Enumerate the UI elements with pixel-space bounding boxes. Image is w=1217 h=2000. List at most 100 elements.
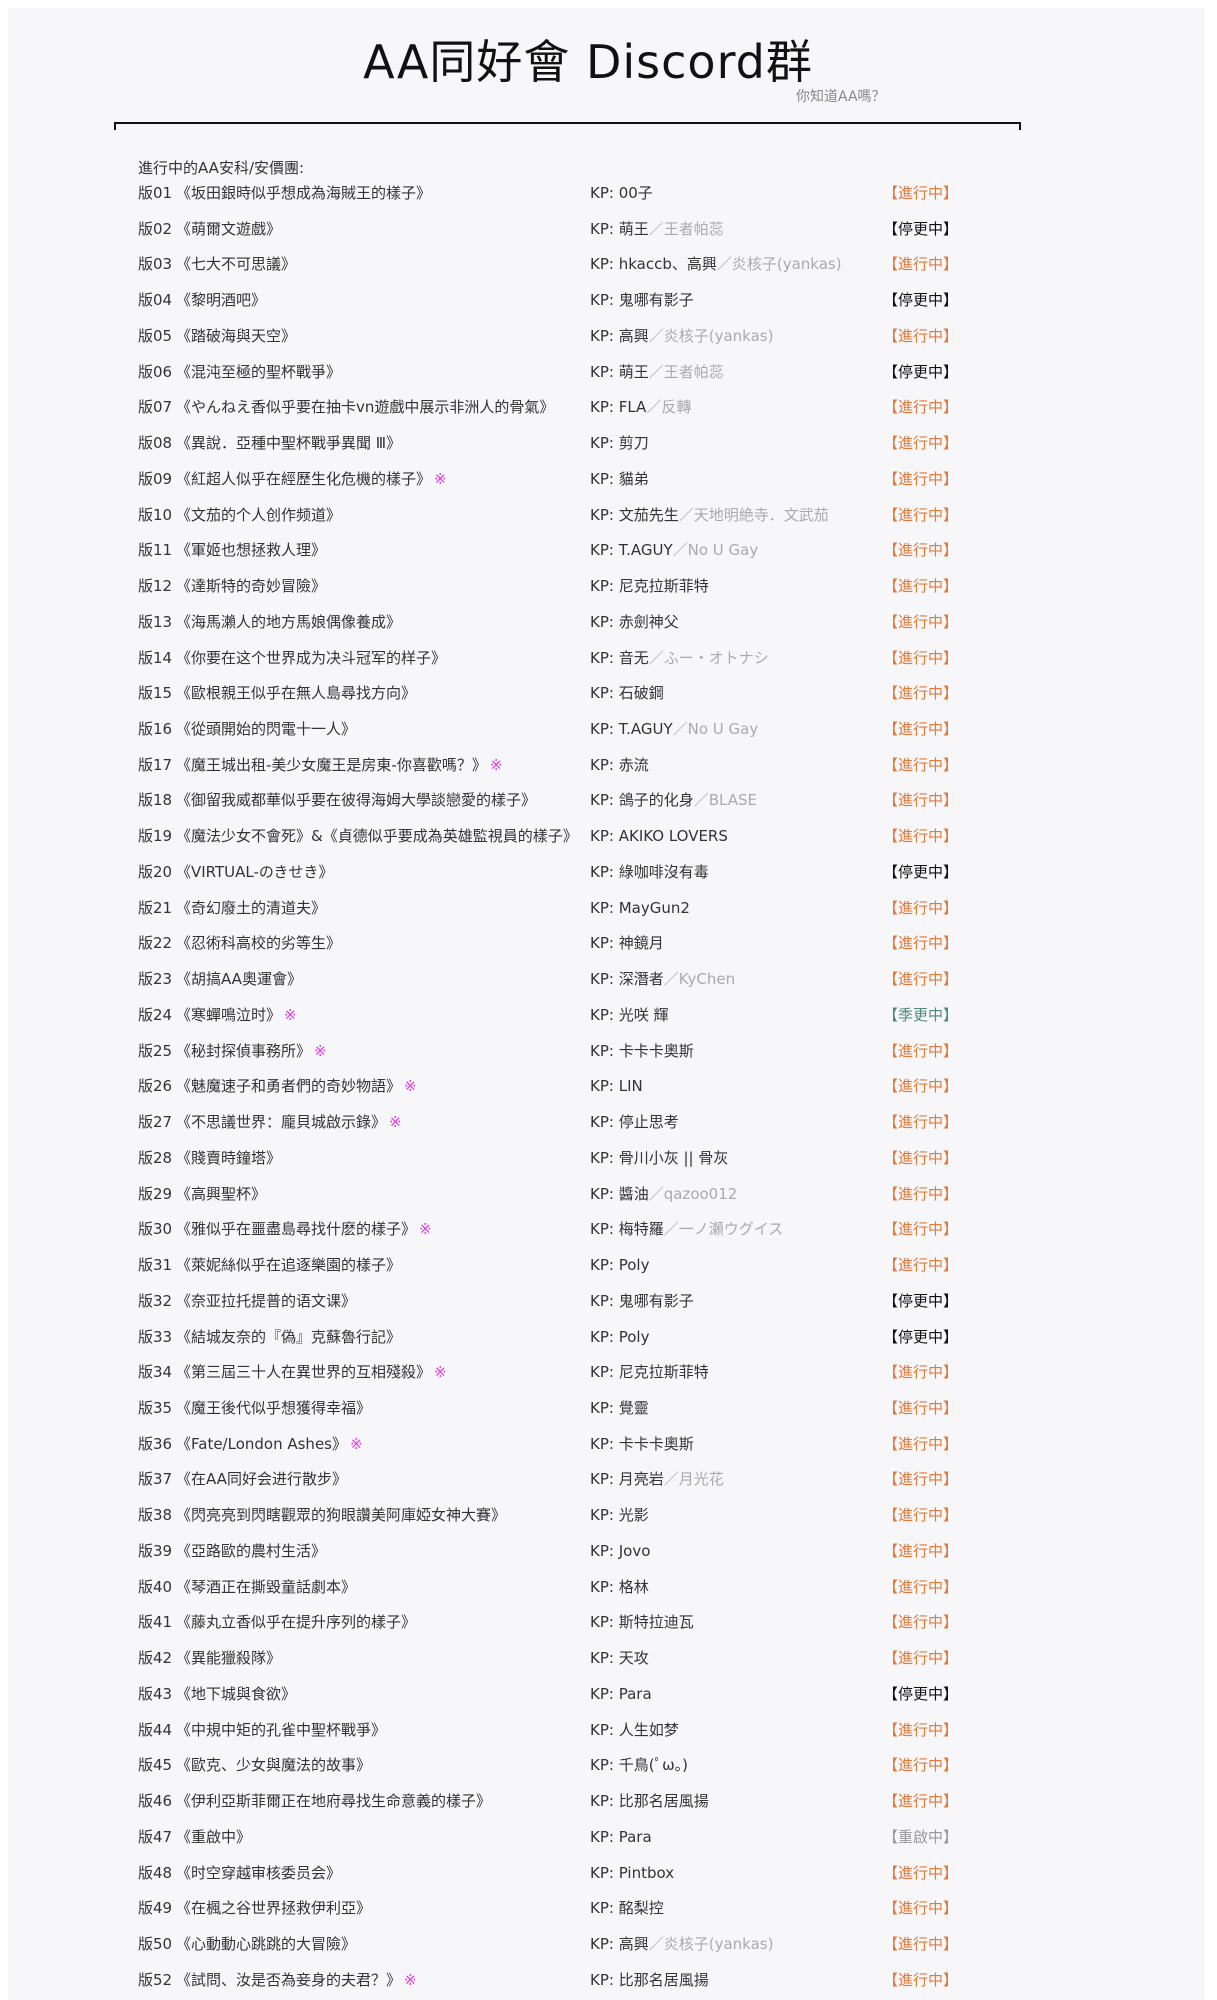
board-title[interactable]: 《VIRTUAL-のきせき》 [176,855,333,891]
list-item[interactable]: 版30 《雅似乎在噩盡島尋找什麽的樣子》 ※ KP: 梅特羅／一ノ瀬ウグイス 【進行中】 [138,1212,968,1248]
board-title[interactable]: 《海馬瀨人的地方馬娘偶像養成》 [176,605,401,641]
board-title[interactable]: 《奇幻廢土的清道夫》 [176,891,326,927]
list-item[interactable]: 版18 《御留我威都華似乎要在彼得海姆大學談戀愛的樣子》 KP: 鴿子的化身／BLA… [138,783,968,819]
board-title[interactable]: 《重啟中》 [176,1820,251,1856]
list-item[interactable]: 版04 《黎明酒吧》 KP: 鬼哪有影子 【停更中】 [138,283,968,319]
list-item[interactable]: 版35 《魔王後代似乎想獲得幸福》 KP: 覺靈 【進行中】 [138,1391,968,1427]
list-item[interactable]: 版46 《伊利亞斯菲爾正在地府尋找生命意義的樣子》 KP: 比那名居風揚 【進行中】 [138,1784,968,1820]
list-item[interactable]: 版33 《結城友奈的『偽』克蘇魯行記》 KP: Poly 【停更中】 [138,1320,968,1356]
board-title[interactable]: 《魔王城出租-美少女魔王是房東-你喜歡嗎？》 ※ [176,748,502,784]
list-item[interactable]: 版20 《VIRTUAL-のきせき》 KP: 綠咖啡沒有毒 【停更中】 [138,855,968,891]
board-title[interactable]: 《黎明酒吧》 [176,283,266,319]
board-title[interactable]: 《異能獵殺隊》 [176,1641,281,1677]
board-title[interactable]: 《賤賣時鐘塔》 [176,1141,281,1177]
board-title[interactable]: 《时空穿越审核委员会》 [176,1856,341,1892]
board-title[interactable]: 《Fate/London Ashes》 ※ [176,1427,363,1463]
list-item[interactable]: 版39 《亞路歐的農村生活》 KP: Jovo 【進行中】 [138,1534,968,1570]
list-item[interactable]: 版15 《歐根親王似乎在無人島尋找方向》 KP: 石破鋼 【進行中】 [138,676,968,712]
board-title[interactable]: 《七大不可思議》 [176,247,296,283]
list-item[interactable]: 版32 《奈亚拉托提普的语文课》 KP: 鬼哪有影子 【停更中】 [138,1284,968,1320]
list-item[interactable]: 版43 《地下城與食欲》 KP: Para 【停更中】 [138,1677,968,1713]
board-title[interactable]: 《魔法少女不會死》&《貞德似乎要成為英雄監視員的樣子》 [176,819,578,855]
list-item[interactable]: 版29 《高興聖杯》 KP: 醬油／qazoo012 【進行中】 [138,1177,968,1213]
board-title[interactable]: 《藤丸立香似乎在提升序列的樣子》 [176,1605,416,1641]
list-item[interactable]: 版26 《魅魔速子和勇者們的奇妙物語》 ※ KP: LIN 【進行中】 [138,1069,968,1105]
board-title[interactable]: 《忍術科高校的劣等生》 [176,926,341,962]
board-title[interactable]: 《歐克、少女與魔法的故事》 [176,1748,371,1784]
board-title[interactable]: 《亞路歐的農村生活》 [176,1534,326,1570]
list-item[interactable]: 版23 《胡搞AA奧運會》 KP: 深潛者／KyChen 【進行中】 [138,962,968,998]
list-item[interactable]: 版47 《重啟中》 KP: Para 【重啟中】 [138,1820,968,1856]
list-item[interactable]: 版44 《中規中矩的孔雀中聖杯戰爭》 KP: 人生如梦 【進行中】 [138,1713,968,1749]
list-item[interactable]: 版36 《Fate/London Ashes》 ※ KP: 卡卡卡奧斯 【進行中】 [138,1427,968,1463]
list-item[interactable]: 版12 《達斯特的奇妙冒險》 KP: 尼克拉斯菲特 【進行中】 [138,569,968,605]
list-item[interactable]: 版48 《时空穿越审核委员会》 KP: Pintbox 【進行中】 [138,1856,968,1892]
board-title[interactable]: 《奈亚拉托提普的语文课》 [176,1284,356,1320]
board-title[interactable]: 《歐根親王似乎在無人島尋找方向》 [176,676,416,712]
list-item[interactable]: 版19 《魔法少女不會死》&《貞德似乎要成為英雄監視員的樣子》 KP: AKIKO … [138,819,968,855]
list-item[interactable]: 版07 《やんねえ香似乎要在抽卡vn遊戲中展示非洲人的骨氣》 KP: FLA／反轉 【… [138,390,968,426]
list-item[interactable]: 版27 《不思議世界：龐貝城啟示錄》 ※ KP: 停止思考 【進行中】 [138,1105,968,1141]
list-item[interactable]: 版50 《心動動心跳跳的大冒險》 KP: 高興／炎核子(yankas) 【進行中】 [138,1927,968,1963]
list-item[interactable]: 版02 《萌爾文遊戲》 KP: 萌王／王者帕蕊 【停更中】 [138,212,968,248]
board-title[interactable]: 《胡搞AA奧運會》 [176,962,302,998]
list-item[interactable]: 版17 《魔王城出租-美少女魔王是房東-你喜歡嗎？》 ※ KP: 赤流 【進行中】 [138,748,968,784]
list-item[interactable]: 版22 《忍術科高校的劣等生》 KP: 神鏡月 【進行中】 [138,926,968,962]
board-title[interactable]: 《寒蟬鳴泣时》 ※ [176,998,297,1034]
list-item[interactable]: 版28 《賤賣時鐘塔》 KP: 骨川小灰 || 骨灰 【進行中】 [138,1141,968,1177]
list-item[interactable]: 版01 《坂田銀時似乎想成為海賊王的樣子》 KP: 00子 【進行中】 [138,176,968,212]
list-item[interactable]: 版06 《混沌至極的聖杯戰爭》 KP: 萌王／王者帕蕊 【停更中】 [138,355,968,391]
list-item[interactable]: 版24 《寒蟬鳴泣时》 ※ KP: 光咲 輝 【季更中】 [138,998,968,1034]
board-title[interactable]: 《異說．亞種中聖杯戰爭異聞 Ⅲ》 [176,426,401,462]
board-title[interactable]: 《雅似乎在噩盡島尋找什麽的樣子》 ※ [176,1212,432,1248]
board-title[interactable]: 《達斯特的奇妙冒險》 [176,569,326,605]
list-item[interactable]: 版25 《秘封探偵事務所》 ※ KP: 卡卡卡奧斯 【進行中】 [138,1034,968,1070]
board-title[interactable]: 《在楓之谷世界拯救伊利亞》 [176,1891,371,1927]
list-item[interactable]: 版34 《第三屆三十人在異世界的互相殘殺》 ※ KP: 尼克拉斯菲特 【進行中】 [138,1355,968,1391]
list-item[interactable]: 版40 《琴酒正在撕毀童話劇本》 KP: 格林 【進行中】 [138,1570,968,1606]
list-item[interactable]: 版21 《奇幻廢土的清道夫》 KP: MayGun2 【進行中】 [138,891,968,927]
board-title[interactable]: 《高興聖杯》 [176,1177,266,1213]
board-title[interactable]: 《試問、汝是否為妾身的夫君？》 ※ [176,1963,417,1999]
board-title[interactable]: 《踏破海與天空》 [176,319,296,355]
board-title[interactable]: 《結城友奈的『偽』克蘇魯行記》 [176,1320,401,1356]
list-item[interactable]: 版37 《在AA同好会进行散步》 KP: 月亮岩／月光花 【進行中】 [138,1462,968,1498]
board-title[interactable]: 《你要在这个世界成为决斗冠军的样子》 [176,641,446,677]
board-title[interactable]: 《御留我威都華似乎要在彼得海姆大學談戀愛的樣子》 [176,783,536,819]
board-title[interactable]: 《軍姬也想拯救人理》 [176,533,326,569]
board-title[interactable]: 《琴酒正在撕毀童話劇本》 [176,1570,356,1606]
list-item[interactable]: 版11 《軍姬也想拯救人理》 KP: T.AGUY／No U Gay 【進行中】 [138,533,968,569]
board-title[interactable]: 《地下城與食欲》 [176,1677,296,1713]
board-title[interactable]: 《不思議世界：龐貝城啟示錄》 ※ [176,1105,402,1141]
list-item[interactable]: 版45 《歐克、少女與魔法的故事》 KP: 千鳥(ﾟω。) 【進行中】 [138,1748,968,1784]
list-item[interactable]: 版42 《異能獵殺隊》 KP: 天攻 【進行中】 [138,1641,968,1677]
board-title[interactable]: 《秘封探偵事務所》 ※ [176,1034,327,1070]
board-title[interactable]: 《從頭開始的閃電十一人》 [176,712,356,748]
board-title[interactable]: 《紅超人似乎在經歷生化危機的樣子》 ※ [176,462,447,498]
list-item[interactable]: 版41 《藤丸立香似乎在提升序列的樣子》 KP: 斯特拉迪瓦 【進行中】 [138,1605,968,1641]
list-item[interactable]: 版13 《海馬瀨人的地方馬娘偶像養成》 KP: 赤劍神父 【進行中】 [138,605,968,641]
board-title[interactable]: 《魔王後代似乎想獲得幸福》 [176,1391,371,1427]
board-title[interactable]: 《坂田銀時似乎想成為海賊王的樣子》 [176,176,431,212]
list-item[interactable]: 版49 《在楓之谷世界拯救伊利亞》 KP: 酩梨控 【進行中】 [138,1891,968,1927]
list-item[interactable]: 版38 《閃亮亮到閃瞎觀眾的狗眼讚美阿庫婭女神大賽》 KP: 光影 【進行中】 [138,1498,968,1534]
board-title[interactable]: 《第三屆三十人在異世界的互相殘殺》 ※ [176,1355,447,1391]
board-title[interactable]: 《在AA同好会进行散步》 [176,1462,347,1498]
board-title[interactable]: 《混沌至極的聖杯戰爭》 [176,355,341,391]
list-item[interactable]: 版16 《從頭開始的閃電十一人》 KP: T.AGUY／No U Gay 【進行中】 [138,712,968,748]
board-title[interactable]: 《やんねえ香似乎要在抽卡vn遊戲中展示非洲人的骨氣》 [176,390,554,426]
board-title[interactable]: 《中規中矩的孔雀中聖杯戰爭》 [176,1713,386,1749]
list-item[interactable]: 版14 《你要在这个世界成为决斗冠军的样子》 KP: 音无／ふー・オトナシ 【進行中】 [138,641,968,677]
list-item[interactable]: 版09 《紅超人似乎在經歷生化危機的樣子》 ※ KP: 貓弟 【進行中】 [138,462,968,498]
list-item[interactable]: 版31 《萊妮絲似乎在追逐樂園的樣子》 KP: Poly 【進行中】 [138,1248,968,1284]
board-title[interactable]: 《伊利亞斯菲爾正在地府尋找生命意義的樣子》 [176,1784,491,1820]
list-item[interactable]: 版05 《踏破海與天空》 KP: 高興／炎核子(yankas) 【進行中】 [138,319,968,355]
board-title[interactable]: 《萌爾文遊戲》 [176,212,281,248]
board-title[interactable]: 《文茄的个人创作频道》 [176,498,341,534]
board-title[interactable]: 《閃亮亮到閃瞎觀眾的狗眼讚美阿庫婭女神大賽》 [176,1498,506,1534]
list-item[interactable]: 版08 《異說．亞種中聖杯戰爭異聞 Ⅲ》 KP: 剪刀 【進行中】 [138,426,968,462]
list-item[interactable]: 版03 《七大不可思議》 KP: hkaccb、高興／炎核子(yankas) 【進行中… [138,247,968,283]
board-title[interactable]: 《魅魔速子和勇者們的奇妙物語》 ※ [176,1069,417,1105]
list-item[interactable]: 版10 《文茄的个人创作频道》 KP: 文茄先生／天地明絶寺．文武茄 【進行中】 [138,498,968,534]
list-item[interactable]: 版52 《試問、汝是否為妾身的夫君？》 ※ KP: 比那名居風揚 【進行中】 [138,1963,968,1999]
